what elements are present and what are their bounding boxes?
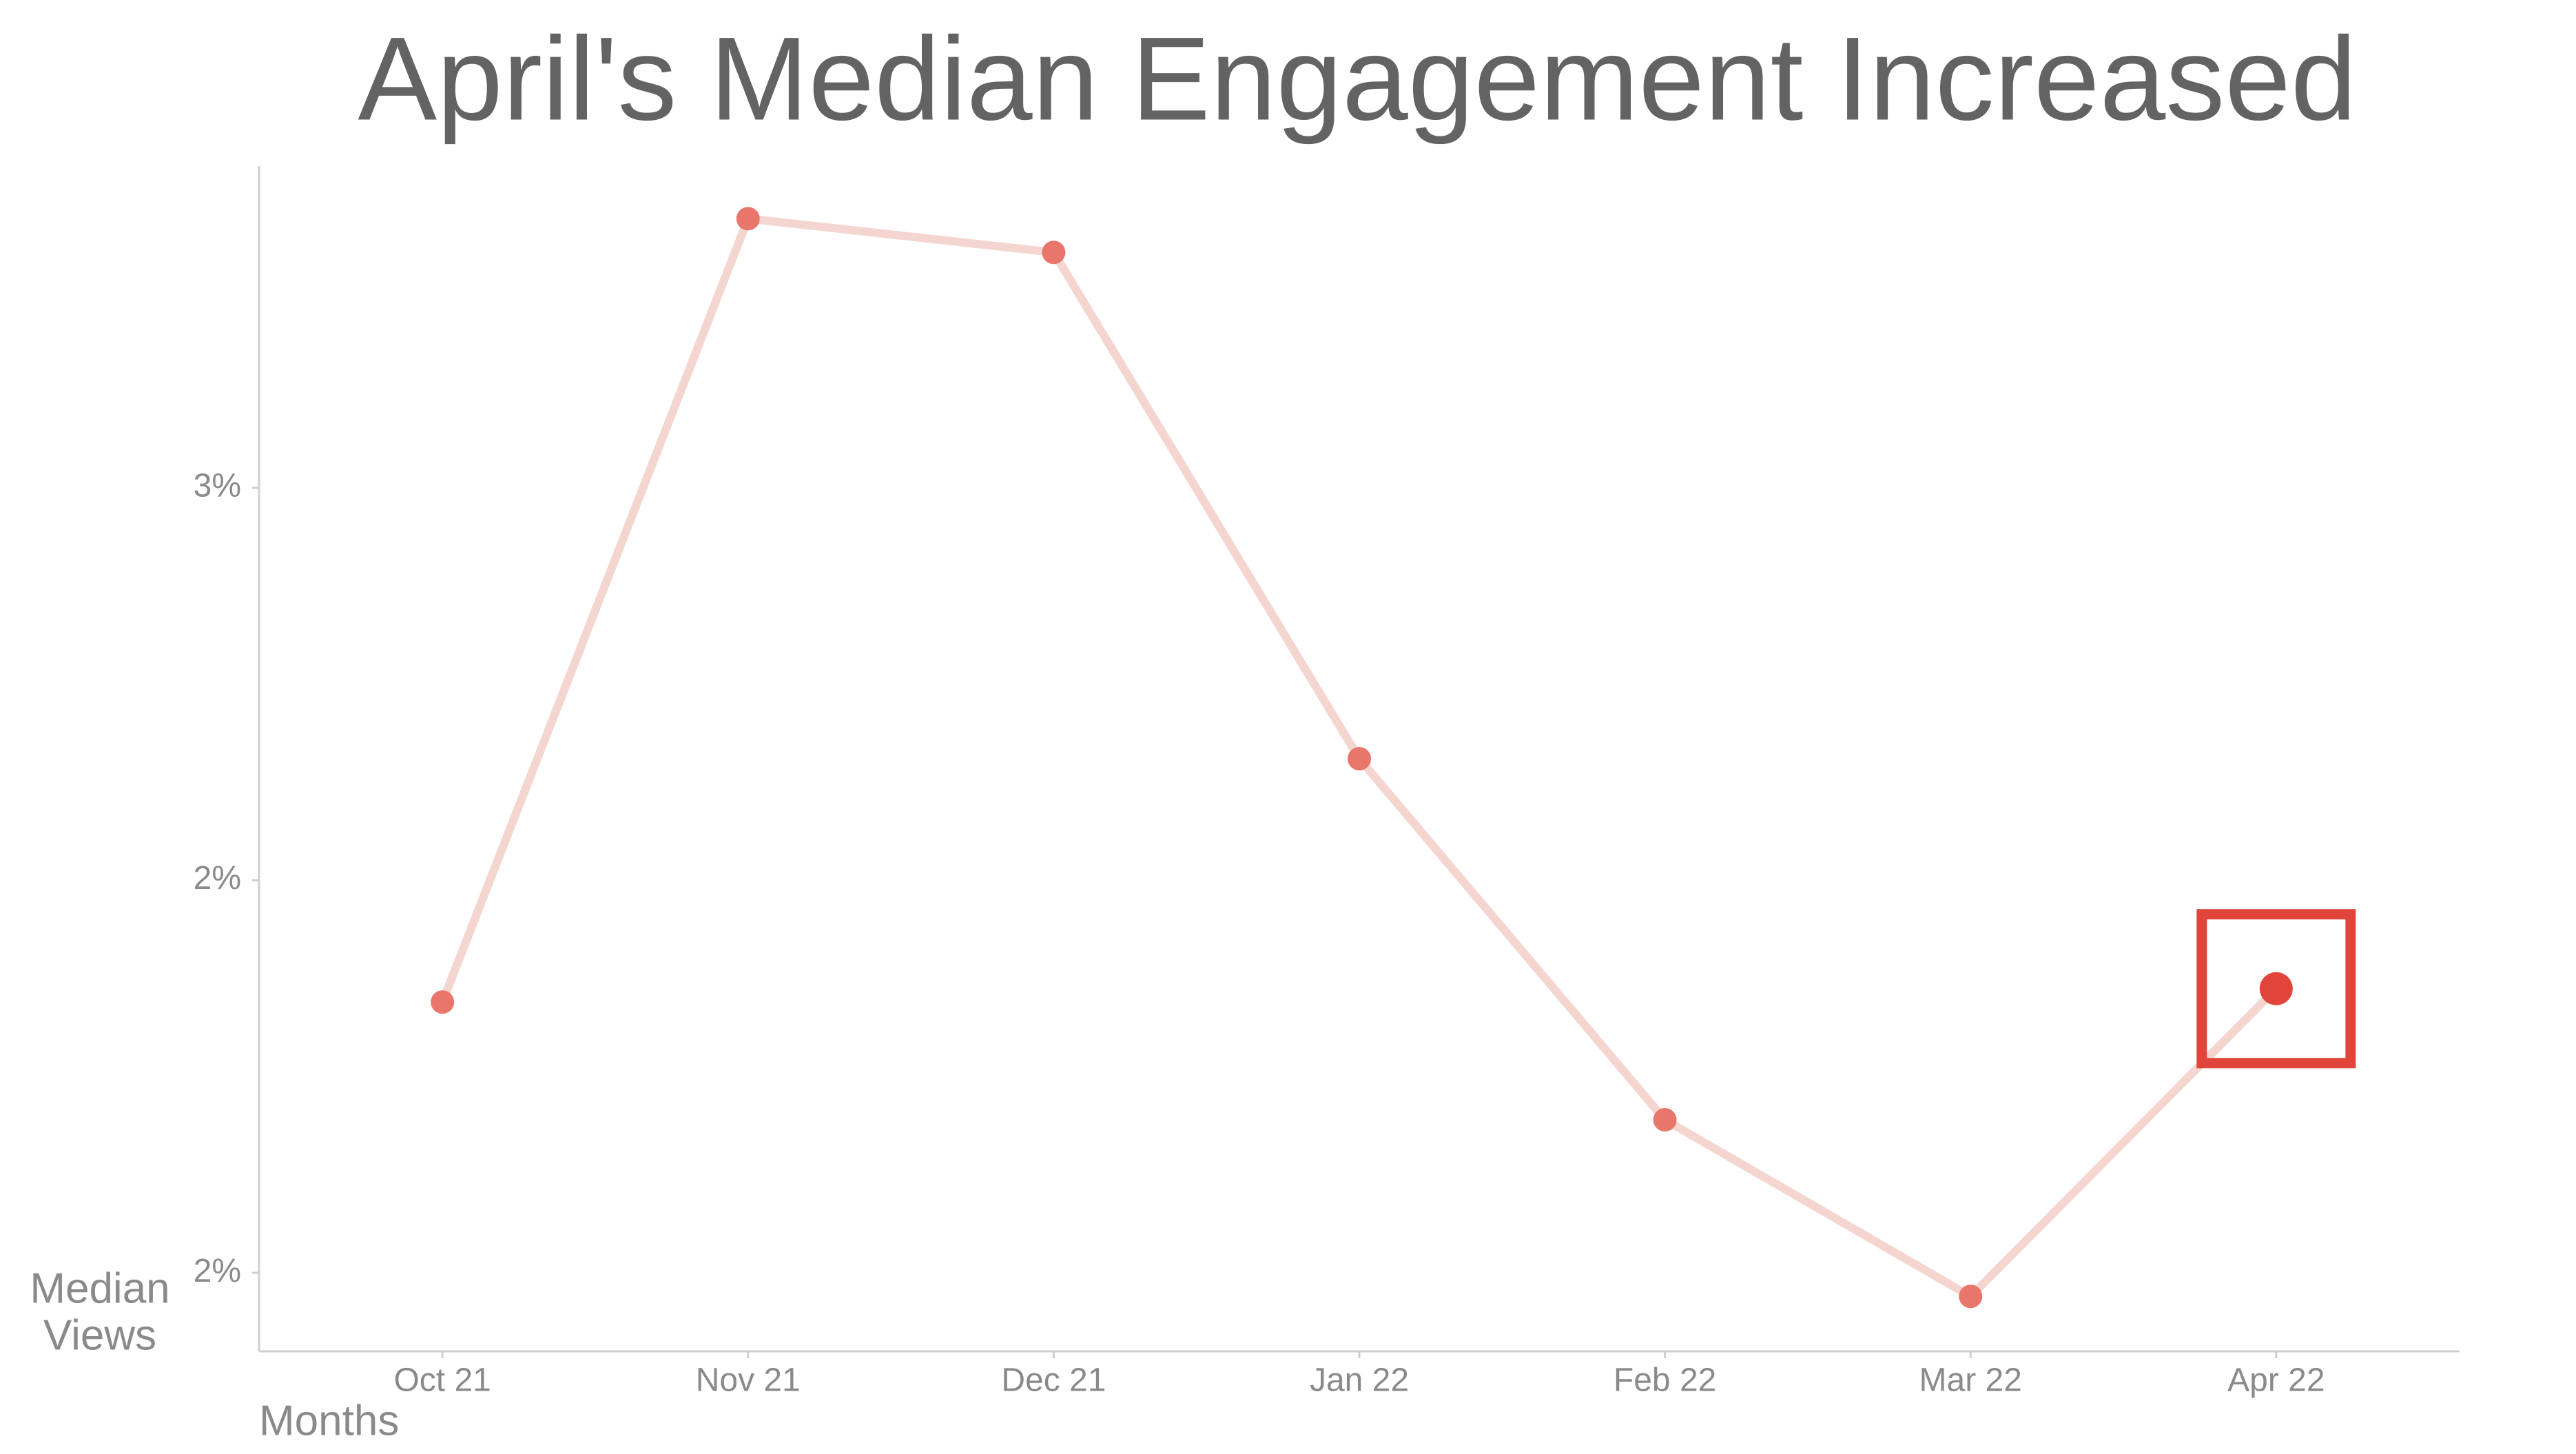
x-axis-label: Months: [259, 1397, 399, 1444]
point: [431, 990, 455, 1014]
point: [1348, 747, 1371, 770]
x-tick-label: Oct 21: [393, 1362, 491, 1399]
point: [736, 207, 760, 231]
x-tick-label: Nov 21: [696, 1362, 801, 1399]
x-tick-label: Jan 22: [1310, 1362, 1409, 1399]
y-tick-label: 2%: [194, 1253, 241, 1289]
point: [1042, 240, 1066, 265]
point: [1653, 1107, 1677, 1132]
y-tick-label: 2%: [194, 860, 241, 897]
x-tick-label: Dec 21: [1001, 1362, 1106, 1399]
x-tick-label: Feb 22: [1614, 1362, 1716, 1399]
y-axis-label: Median: [30, 1264, 169, 1312]
highlight-box: [2196, 909, 2356, 1069]
x-tick-label: Mar 22: [1919, 1362, 2022, 1399]
point: [2259, 972, 2293, 1005]
x-tick-label: Apr 22: [2227, 1362, 2325, 1399]
y-tick-label: 3%: [194, 468, 241, 504]
point: [1959, 1284, 1983, 1309]
y-axis-label: Views: [43, 1311, 156, 1359]
chart-title: April's Median Engagement Increased: [358, 12, 2356, 145]
